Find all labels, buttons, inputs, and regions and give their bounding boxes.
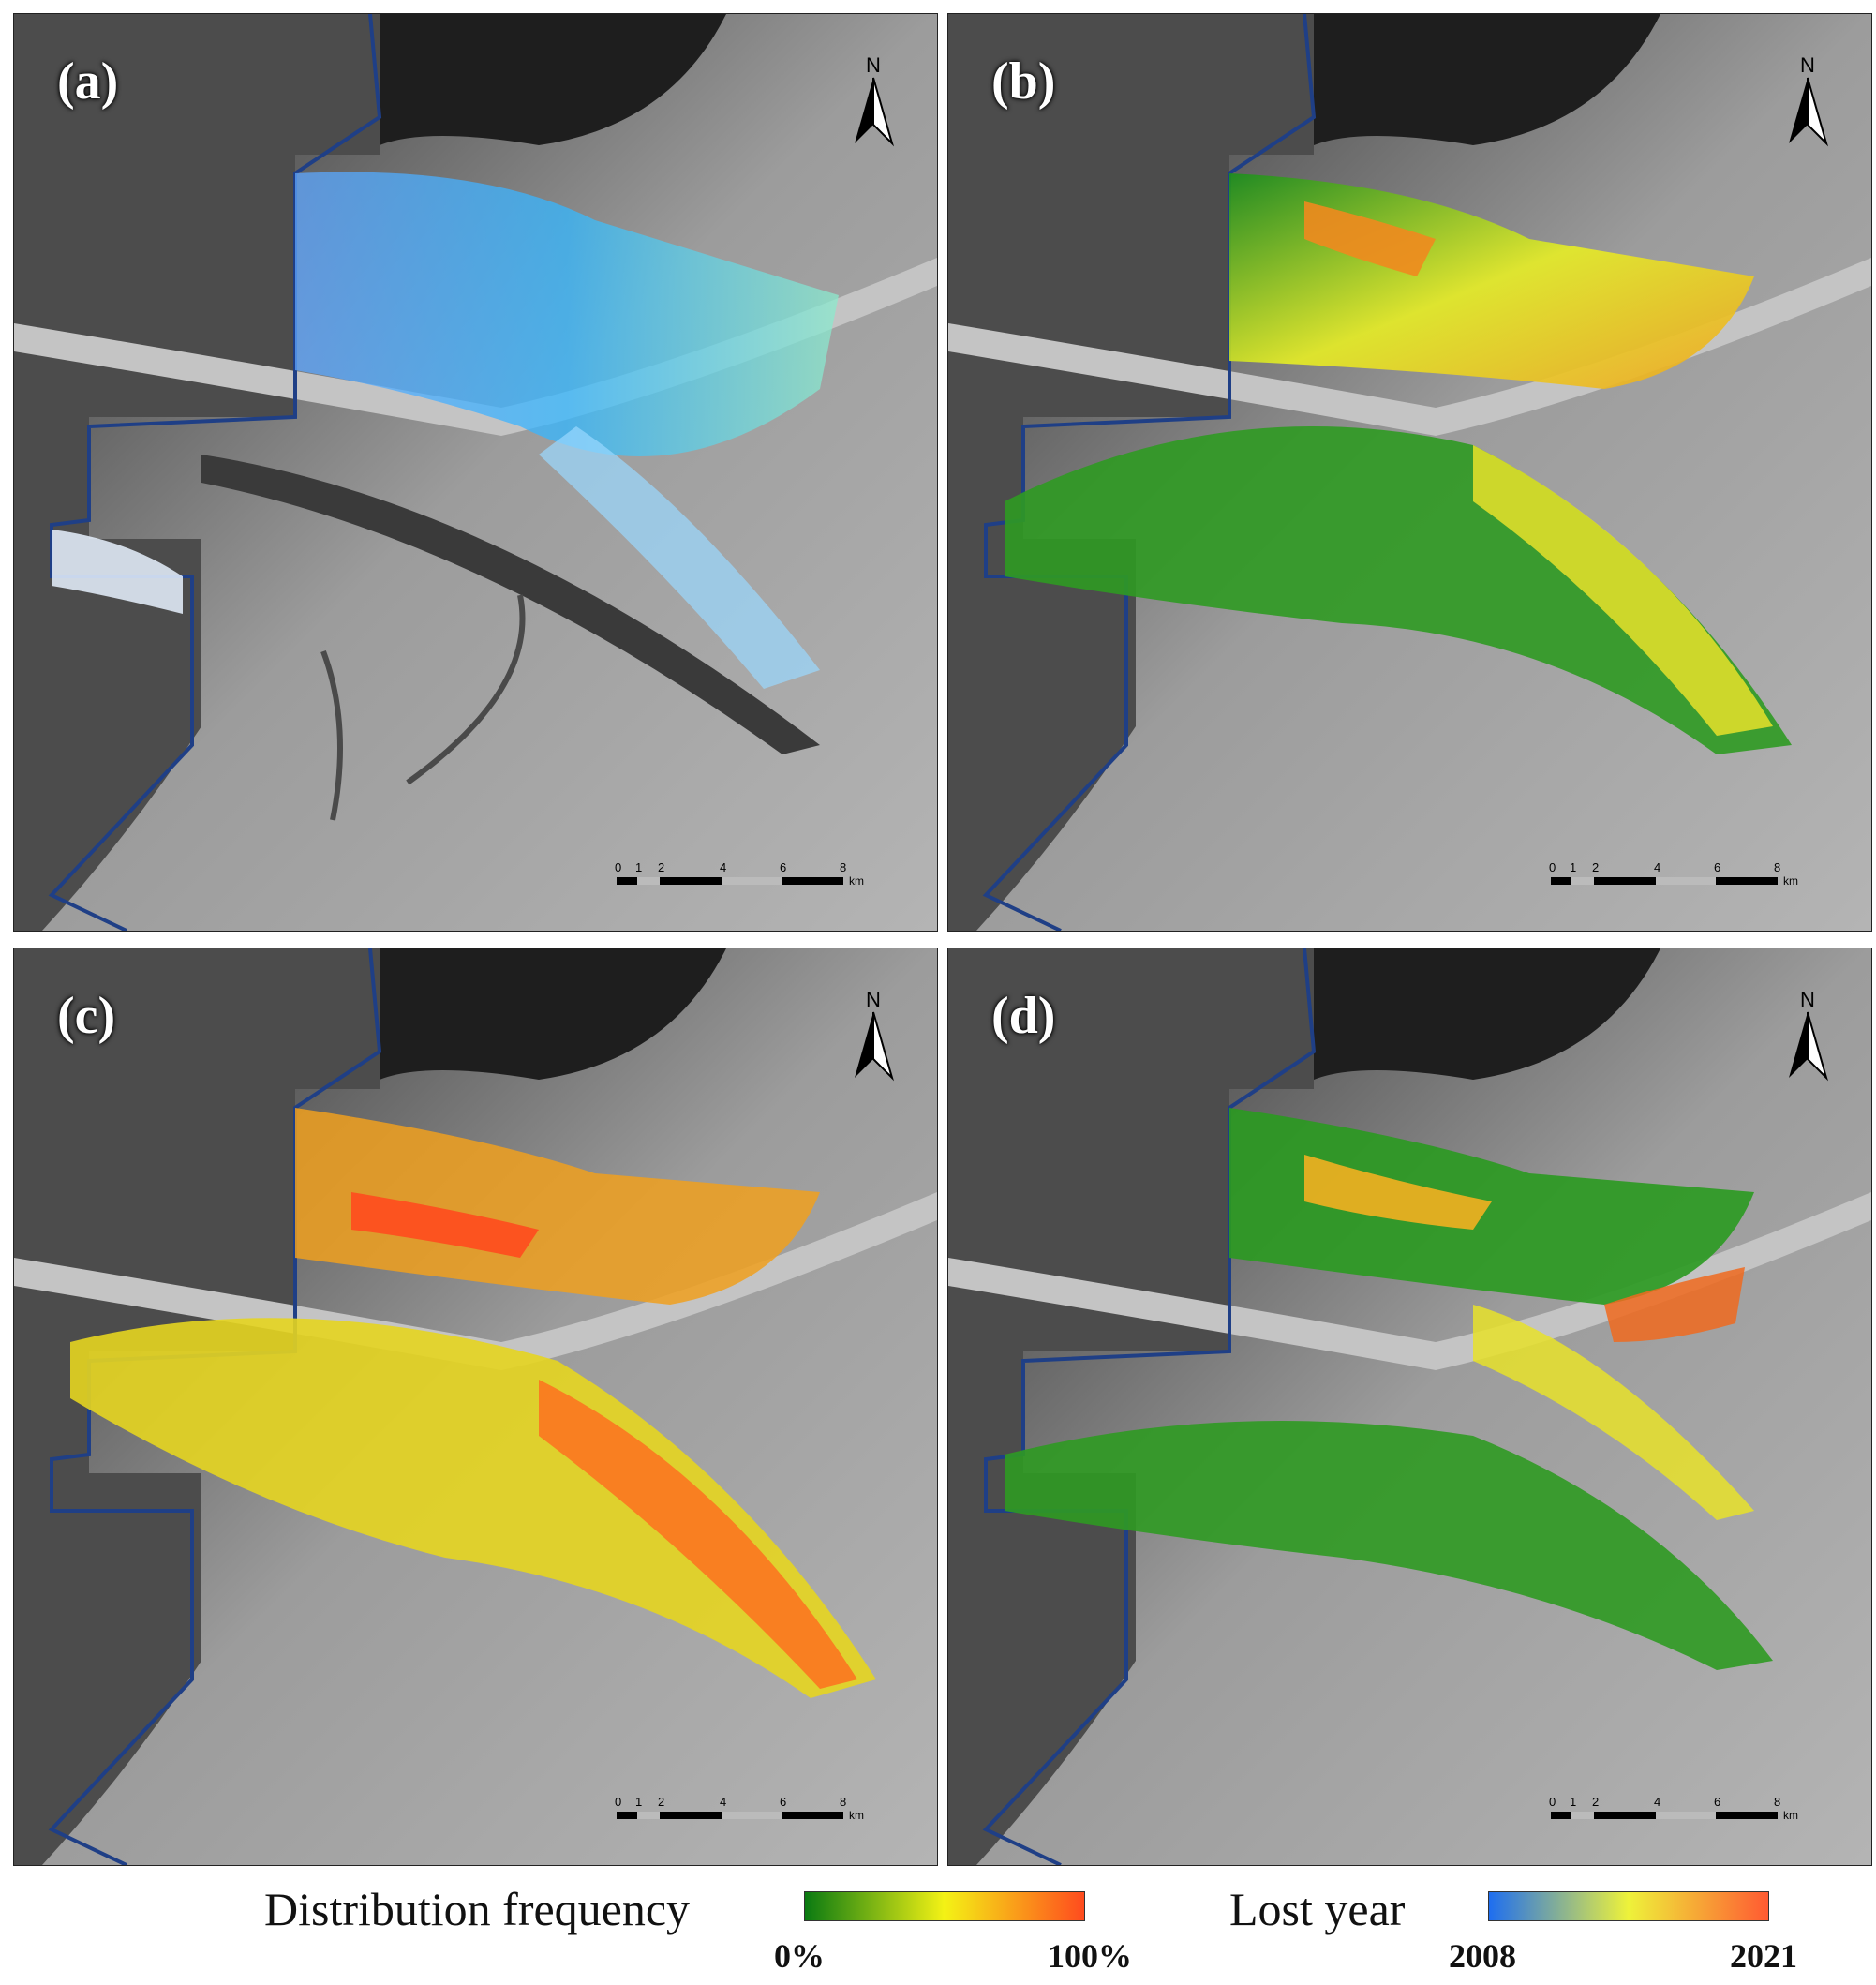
svg-text:6: 6 [780,860,786,874]
panel-label: (b) [991,52,1056,111]
svg-text:0: 0 [615,1795,621,1809]
svg-text:4: 4 [720,860,726,874]
svg-text:1: 1 [1570,1795,1576,1809]
legend-lost-year-colorbar [1488,1891,1769,1921]
svg-text:2: 2 [658,860,664,874]
map-panel-b: (b) N 0 1 2 4 6 8 km [947,13,1872,932]
legend-frequency-title: Distribution frequency [264,1883,691,1935]
svg-text:6: 6 [780,1795,786,1809]
svg-text:N: N [1800,53,1815,77]
scale-bar: 0 1 2 4 6 8 km [1543,860,1815,892]
legend-lost-year-title: Lost year [1229,1883,1406,1935]
svg-text:6: 6 [1714,1795,1720,1809]
panel-label: (a) [57,52,119,111]
svg-text:1: 1 [1570,860,1576,874]
legend-lost-year-max: 2021 [1730,1937,1797,1975]
svg-text:8: 8 [840,860,846,874]
svg-text:6: 6 [1714,860,1720,874]
svg-text:0: 0 [1549,860,1556,874]
satellite-basemap [14,14,937,931]
map-panel-a: (a) N 0 1 2 4 6 8 km [13,13,938,932]
panel-label: (c) [57,987,116,1045]
map-panel-d: (d) N 0 1 2 4 6 8 km [947,948,1872,1866]
svg-text:2: 2 [1592,860,1599,874]
legend-frequency-min: 0% [774,1937,825,1975]
svg-text:km: km [1783,1809,1798,1822]
satellite-basemap [14,948,937,1865]
svg-text:N: N [1800,988,1815,1011]
panel-label: (d) [991,987,1056,1045]
satellite-basemap [948,948,1871,1865]
legend: Distribution frequency 0% 100% Lost year… [0,1874,1876,1985]
study-area-boundary [48,948,382,1865]
scale-bar: 0 1 2 4 6 8 km [1543,1795,1815,1827]
lost-year-layer [295,172,839,457]
svg-text:N: N [866,988,881,1011]
svg-text:km: km [1783,874,1798,888]
svg-text:1: 1 [635,1795,642,1809]
svg-text:4: 4 [1654,1795,1660,1809]
svg-text:4: 4 [720,1795,726,1809]
svg-text:km: km [849,874,864,888]
map-panel-c: (c) N 0 1 2 4 6 8 km [13,948,938,1866]
frequency-layer [1229,1108,1754,1305]
legend-lost-year-min: 2008 [1449,1937,1516,1975]
svg-text:2: 2 [658,1795,664,1809]
north-arrow-icon: N [847,52,900,155]
svg-text:4: 4 [1654,860,1660,874]
frequency-layer [295,1108,820,1305]
scale-bar: 0 1 2 4 6 8 km [609,1795,881,1827]
svg-text:8: 8 [1774,860,1780,874]
north-arrow-icon: N [1781,52,1834,155]
svg-text:8: 8 [1774,1795,1780,1809]
svg-text:2: 2 [1592,1795,1599,1809]
north-arrow-icon: N [847,986,900,1089]
svg-text:0: 0 [615,860,621,874]
svg-text:8: 8 [840,1795,846,1809]
legend-frequency-colorbar [804,1891,1085,1921]
north-arrow-icon: N [1781,986,1834,1089]
svg-text:0: 0 [1549,1795,1556,1809]
north-label: N [866,53,881,77]
svg-text:1: 1 [635,860,642,874]
svg-text:km: km [849,1809,864,1822]
study-area-boundary [48,14,382,931]
satellite-basemap [948,14,1871,931]
legend-frequency-max: 100% [1048,1937,1132,1975]
scale-bar: 0 1 2 4 6 8 km [609,860,881,892]
